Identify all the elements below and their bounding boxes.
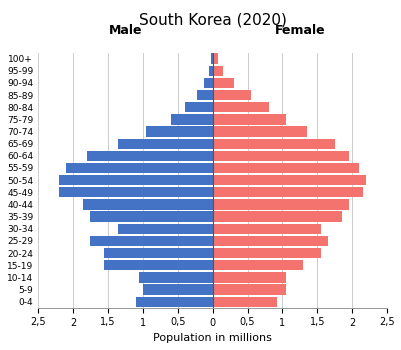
Bar xyxy=(212,78,233,88)
Bar xyxy=(212,126,306,137)
Bar xyxy=(104,260,212,271)
Bar xyxy=(142,285,212,295)
Bar xyxy=(212,65,223,76)
Bar xyxy=(204,78,212,88)
Bar xyxy=(170,114,212,125)
Bar xyxy=(184,102,212,112)
Text: Female: Female xyxy=(274,24,324,37)
Bar xyxy=(212,224,320,234)
Bar xyxy=(212,114,285,125)
Bar xyxy=(212,248,320,258)
Bar xyxy=(212,175,365,185)
Bar xyxy=(209,65,212,76)
Bar xyxy=(212,139,334,149)
Bar xyxy=(59,175,212,185)
Bar xyxy=(118,224,212,234)
Bar xyxy=(136,296,212,307)
Bar xyxy=(212,272,285,282)
Bar xyxy=(139,272,212,282)
Bar xyxy=(146,126,212,137)
Bar xyxy=(212,199,348,210)
Bar xyxy=(212,102,268,112)
Bar xyxy=(212,150,348,161)
Bar xyxy=(212,285,285,295)
Text: Male: Male xyxy=(108,24,142,37)
Bar xyxy=(90,236,212,246)
Bar xyxy=(212,90,251,100)
Bar xyxy=(66,163,212,173)
Bar xyxy=(118,139,212,149)
X-axis label: Population in millions: Population in millions xyxy=(153,333,271,343)
Bar xyxy=(212,187,362,197)
Bar xyxy=(87,150,212,161)
Bar xyxy=(197,90,212,100)
Bar xyxy=(212,211,341,222)
Bar xyxy=(211,54,212,64)
Title: South Korea (2020): South Korea (2020) xyxy=(138,13,286,28)
Bar xyxy=(59,187,212,197)
Bar xyxy=(90,211,212,222)
Bar xyxy=(104,248,212,258)
Bar xyxy=(83,199,212,210)
Bar xyxy=(212,296,276,307)
Bar xyxy=(212,236,327,246)
Bar xyxy=(212,260,303,271)
Bar xyxy=(212,54,218,64)
Bar xyxy=(212,163,358,173)
